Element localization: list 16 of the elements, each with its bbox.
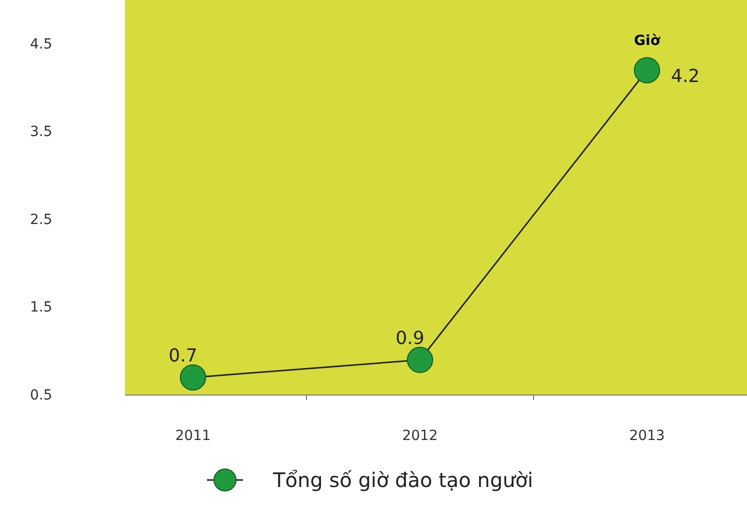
x-tick-label: 2012	[402, 428, 438, 444]
y-axis-title: Giờ	[634, 33, 660, 50]
legend-label: Tổng số giờ đào tạo người	[272, 468, 534, 492]
x-tick-label: 2011	[175, 428, 211, 444]
data-label: 4.2	[671, 66, 700, 88]
point	[634, 57, 660, 84]
y-tick-label: 0.5	[30, 387, 52, 404]
x-tick-label: 2013	[629, 428, 665, 444]
y-tick-label: 4.5	[30, 36, 52, 52]
data-label: 0.9	[396, 328, 424, 349]
data-label: 0.7	[168, 345, 198, 366]
y-tick-label: 1.5	[30, 300, 52, 316]
y-tick-label: 2.5	[30, 212, 52, 228]
point	[180, 364, 206, 391]
y-tick-label: 3.5	[30, 124, 52, 140]
point	[406, 346, 434, 373]
